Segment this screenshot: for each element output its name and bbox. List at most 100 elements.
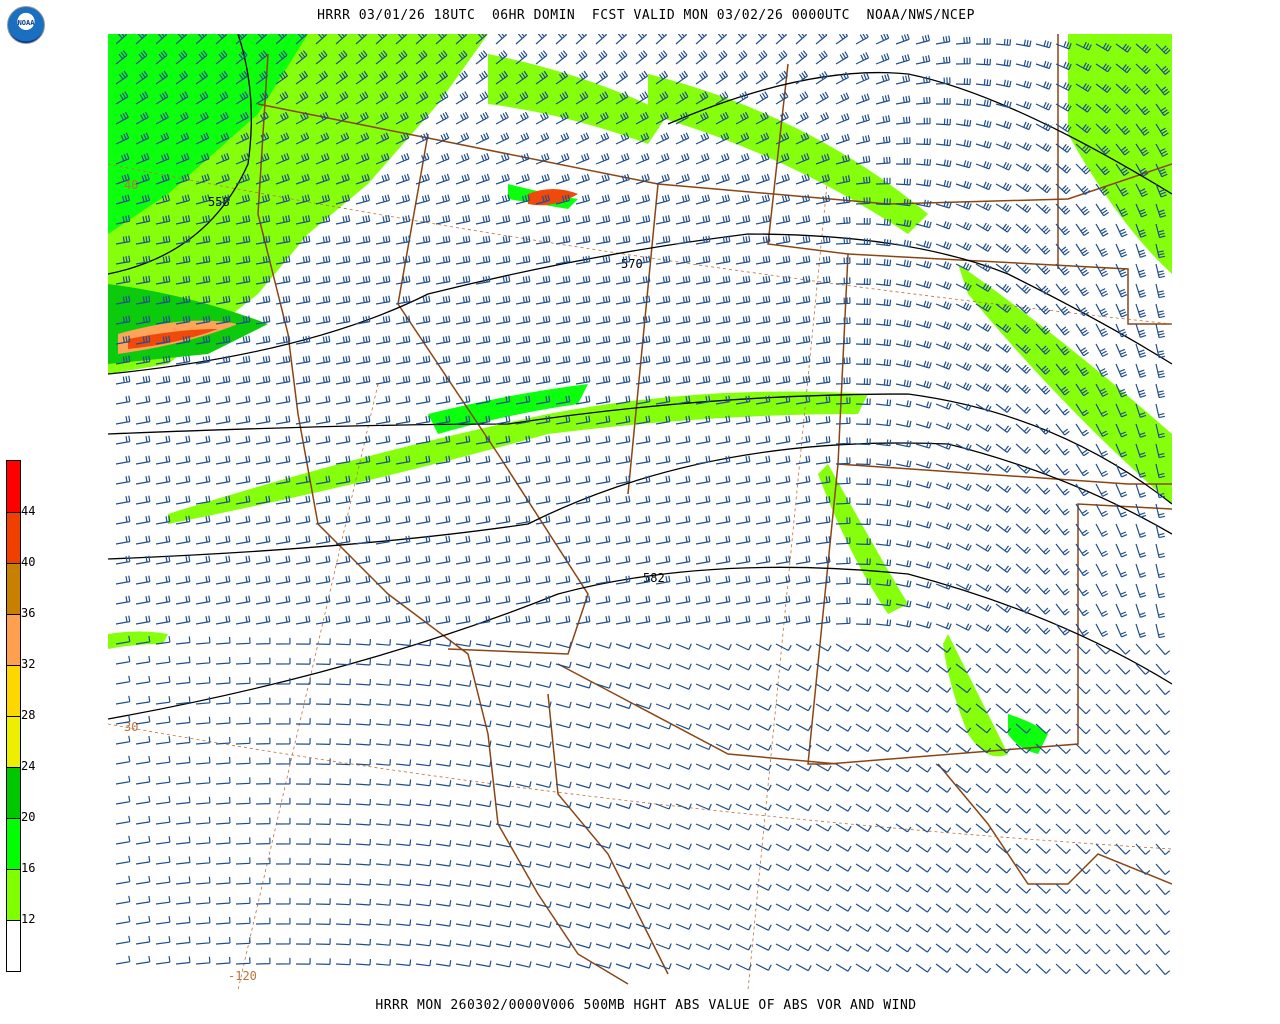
wind-barb [535, 315, 551, 325]
wind-barb [1155, 303, 1166, 319]
wind-barb [275, 455, 291, 465]
wind-barb [415, 959, 432, 967]
wind-barb [1135, 223, 1147, 238]
wind-barb [1015, 863, 1031, 874]
wind-barb [355, 535, 371, 545]
wind-barb [875, 663, 892, 673]
wind-barb [375, 879, 391, 886]
wind-barb [795, 595, 811, 605]
wind-barb [235, 415, 251, 425]
wind-barb [835, 457, 851, 465]
wind-barb [795, 335, 811, 345]
wind-barb [975, 140, 992, 149]
wind-barb [275, 837, 291, 845]
wind-barb [1135, 923, 1151, 935]
wind-barb [135, 475, 151, 485]
wind-barb [175, 776, 191, 785]
wind-barb [115, 735, 131, 745]
wind-barb [675, 803, 692, 810]
wind-barb [815, 276, 831, 285]
wind-barb [235, 50, 248, 65]
wind-barb [895, 883, 912, 893]
wind-barb [835, 943, 852, 952]
wind-barb [215, 315, 231, 325]
wind-barb [355, 615, 371, 625]
wind-barb [575, 662, 592, 669]
wind-barb [155, 132, 170, 145]
wind-barb [975, 383, 992, 392]
wind-barb [1075, 803, 1091, 815]
wind-barb [235, 215, 251, 225]
wind-barb [555, 821, 572, 829]
wind-barb [1115, 363, 1128, 378]
wind-barb [795, 723, 812, 732]
wind-barb [755, 883, 772, 891]
wind-barb [535, 194, 551, 205]
wind-barb [955, 683, 972, 694]
wind-barb [455, 920, 472, 927]
wind-barb [375, 659, 391, 666]
wind-barb [235, 255, 251, 265]
wind-barb [575, 495, 591, 505]
wind-barb [695, 703, 712, 711]
wind-barb [995, 141, 1012, 150]
wind-barb [135, 755, 151, 765]
wind-barb [515, 235, 531, 245]
wind-barb [335, 738, 351, 746]
wind-barb [775, 743, 792, 752]
wind-barb [455, 475, 471, 485]
wind-barb [1015, 303, 1031, 314]
wind-barb [435, 275, 451, 285]
wind-barb [295, 235, 311, 245]
wind-barb [1095, 343, 1109, 357]
wind-barb [255, 937, 271, 945]
wind-barb [435, 860, 452, 867]
wind-barb [875, 177, 891, 185]
wind-barb [895, 803, 912, 813]
wind-barb [495, 132, 510, 145]
wind-barb [255, 615, 271, 625]
wind-barb [315, 255, 331, 265]
wind-barb [735, 783, 752, 791]
wind-barb [1135, 83, 1151, 95]
wind-barb [675, 275, 691, 285]
wind-barb [515, 111, 529, 125]
wind-barb [575, 255, 591, 265]
wind-barb [1135, 823, 1151, 835]
wind-barb [1015, 121, 1032, 131]
wind-barb [255, 637, 271, 645]
wind-barb [615, 255, 631, 265]
wind-barb [455, 235, 471, 245]
wind-barb [435, 760, 452, 767]
wind-barb [315, 50, 328, 65]
wind-barb [455, 335, 471, 345]
wind-barb [1155, 643, 1171, 656]
wind-barb [575, 395, 591, 405]
wind-barb [835, 437, 851, 445]
wind-barb [895, 923, 912, 933]
wind-barb [855, 134, 871, 145]
wind-barb [155, 636, 171, 645]
wind-barb [135, 111, 149, 125]
wind-barb [315, 698, 331, 705]
wind-barb [1055, 263, 1070, 276]
wind-barb [475, 215, 491, 225]
wind-barb [455, 152, 470, 165]
wind-barb [395, 779, 412, 787]
wind-barb [235, 595, 251, 605]
wind-barb [635, 315, 651, 325]
wind-barb [995, 59, 1012, 67]
wind-barb [135, 735, 151, 745]
wind-barb [395, 132, 410, 145]
wind-barb [595, 515, 611, 525]
wind-barb [735, 663, 752, 671]
wind-barb [495, 640, 512, 648]
wind-barb [995, 503, 1012, 513]
wind-barb [435, 495, 451, 505]
wind-barb [915, 501, 932, 509]
wind-barb [1075, 683, 1091, 695]
wind-barb [455, 740, 472, 747]
wind-barb [935, 462, 952, 470]
wind-barb [735, 173, 750, 185]
wind-barb [355, 194, 371, 205]
